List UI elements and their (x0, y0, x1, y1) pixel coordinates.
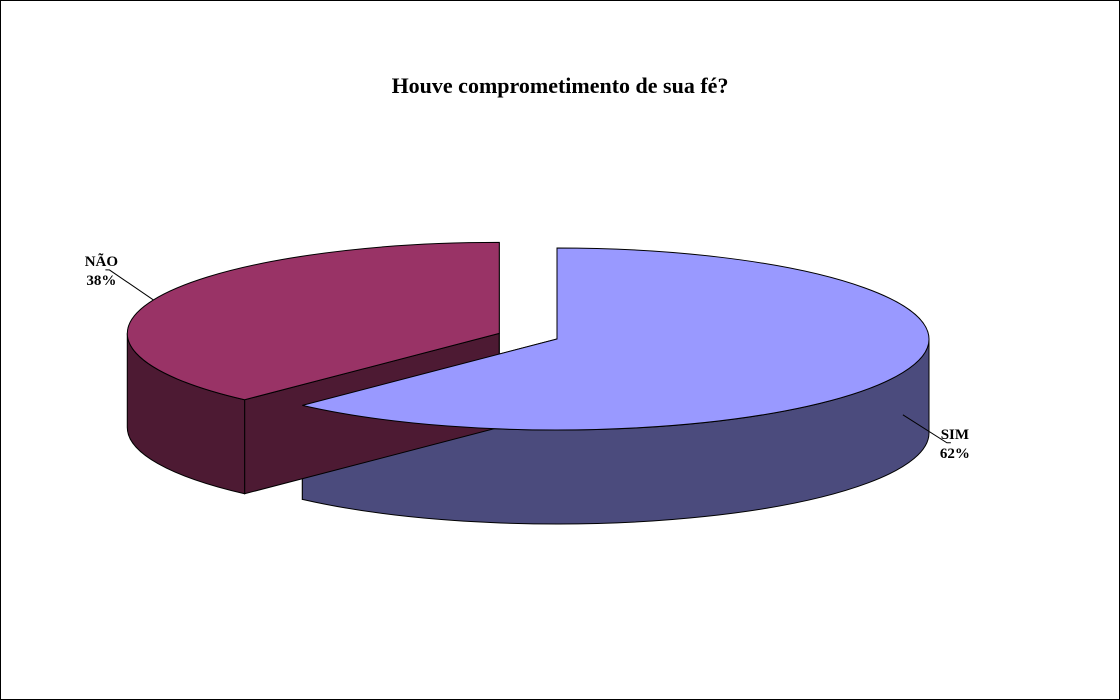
pie-slice-no (126, 241, 500, 401)
pie-labels-layer: SIM 62% NÃO 38% (85, 252, 970, 462)
data-label-category-sim: SIM (941, 427, 969, 443)
chart-title: Houve comprometimento de sua fé? (391, 73, 729, 98)
data-label-percent-no: 38% (86, 273, 116, 289)
pie-tops-layer (126, 241, 930, 431)
leader-line-no (105, 269, 154, 301)
data-label-category-no: NÃO (85, 252, 118, 270)
pie-slice-sim (302, 247, 930, 431)
data-label-percent-sim: 62% (940, 446, 970, 462)
leader-line-sim (902, 414, 951, 444)
